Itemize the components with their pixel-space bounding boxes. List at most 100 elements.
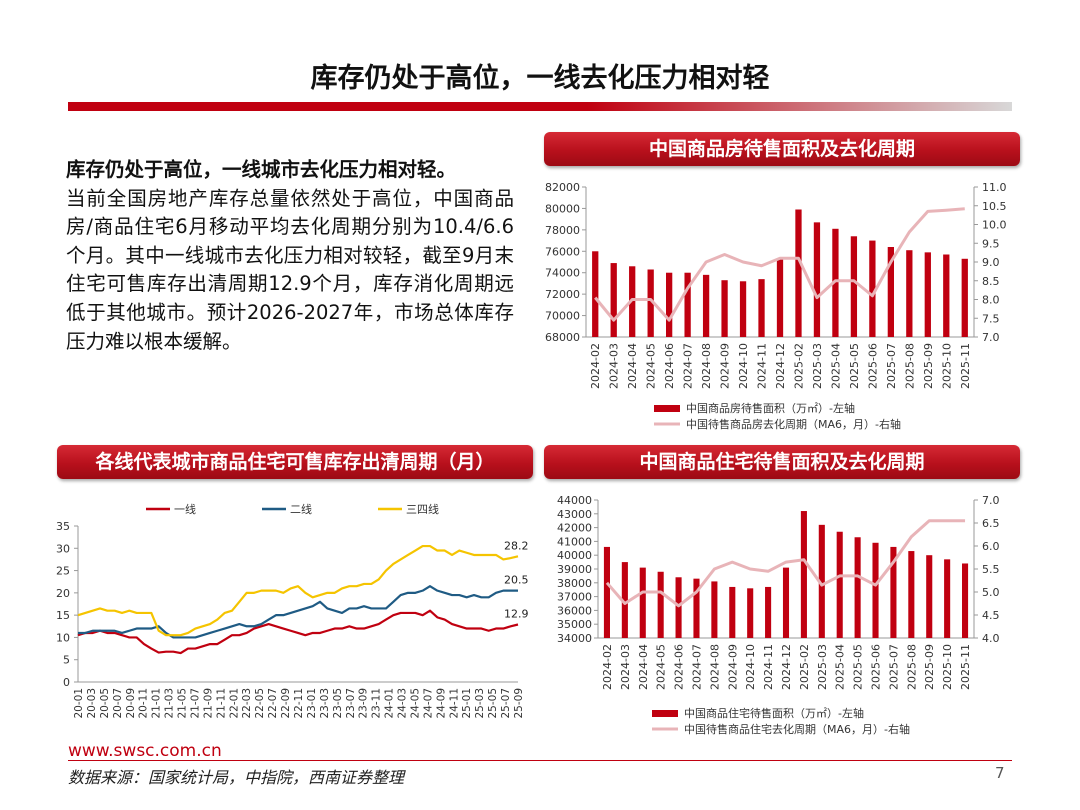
x-axis-tick-label: 20-07 [112,688,124,719]
left-axis-tick-label: 76000 [545,245,580,258]
x-axis-tick-label: 2025-04 [829,343,842,389]
series-line-1 [77,609,519,655]
chart-title-cities: 各线代表城市商品住宅可售库存出清周期（月） [57,445,533,479]
x-axis-tick-label: 2025-03 [811,343,824,389]
bar [639,567,646,638]
chart-title-commercial: 中国商品房待售面积及去化周期 [544,132,1020,166]
left-axis-tick-label: 80000 [545,202,580,215]
bar [592,251,599,337]
bar [657,571,664,638]
bar [610,263,617,337]
x-axis-tick-label: 2025-08 [905,644,918,690]
legend-label-bar: 中国商品房待售面积（万㎡）-左轴 [686,401,855,415]
right-axis-tick-label: 10.0 [982,219,1007,232]
x-axis-tick-label: 2025-11 [959,343,972,389]
x-axis-tick-label: 2024-05 [655,644,668,690]
x-axis-tick-label: 20-09 [125,688,137,719]
x-axis-tick-label: 22-09 [280,688,292,719]
x-axis-tick-label: 20-05 [99,688,111,719]
x-axis-tick-label: 2025-06 [870,644,883,690]
bar [711,581,718,638]
title-underline [68,102,1012,111]
right-axis-tick-label: 6.5 [982,517,1000,530]
x-axis-tick-label: 23-01 [306,688,318,719]
x-axis-tick-label: 25-05 [487,688,499,719]
x-axis-tick-label: 2024-05 [645,343,658,389]
x-axis-tick-label: 23-09 [358,688,370,719]
legend-label-line: 中国待售商品住宅去化周期（MA6，月）-右轴 [684,722,910,736]
bar [776,258,784,337]
bar [675,577,682,638]
series-line-3 [77,544,519,637]
footer-divider [68,760,1012,761]
x-axis-tick-label: 2024-03 [619,644,632,690]
y-axis-tick-label: 15 [56,609,70,622]
x-axis-tick-label: 2024-10 [744,644,757,690]
x-axis-tick-label: 2025-02 [798,644,811,690]
x-axis-tick-label: 25-03 [474,688,486,719]
x-axis-tick-label: 2024-12 [780,644,793,690]
bar [943,254,950,337]
left-axis-tick-label: 41000 [557,535,592,548]
bar [813,222,821,337]
x-axis-tick-label: 2024-09 [726,644,739,690]
legend-label-bar: 中国商品住宅待售面积（万㎡）-左轴 [684,706,864,720]
x-axis-tick-label: 2024-06 [663,343,676,389]
legend-swatch-bar [652,710,678,717]
x-axis-tick-label: 2025-09 [922,343,935,389]
y-axis-tick-label: 0 [63,676,70,689]
right-axis-tick-label: 10.5 [982,200,1007,213]
left-axis-tick-label: 42000 [557,522,592,535]
right-axis-tick-label: 7.5 [982,312,1000,325]
x-axis-tick-label: 2024-07 [682,343,695,389]
x-axis-tick-label: 2025-02 [792,343,805,389]
right-axis-tick-label: 4.5 [982,609,1000,622]
left-axis-tick-label: 43000 [557,508,592,521]
x-axis-tick-label: 2025-04 [834,644,847,690]
x-axis-tick-label: 2025-05 [848,343,861,389]
bar [758,279,765,337]
bar [621,562,628,638]
x-axis-tick-label: 25-09 [513,688,525,719]
x-axis-tick-label: 24-07 [422,688,434,719]
right-axis-tick-label: 4.0 [982,632,1000,645]
bar [887,247,894,337]
y-axis-tick-label: 35 [56,520,70,533]
bar [739,281,747,337]
x-axis-tick-label: 2025-10 [940,343,953,389]
x-axis-tick-label: 2025-08 [903,343,916,389]
page-title: 库存仍处于高位，一线去化压力相对轻 [310,63,770,94]
bar [747,588,754,638]
x-axis-tick-label: 21-03 [164,688,176,719]
data-source-note: 数据来源：国家统计局，中指院，西南证券整理 [68,768,405,787]
x-axis-tick-label: 21-05 [177,688,189,719]
x-axis-tick-label: 20-03 [86,688,98,719]
left-axis-tick-label: 68000 [545,331,580,344]
turnover-period-line [594,207,965,322]
right-axis-tick-label: 6.0 [982,540,1000,553]
left-axis-tick-label: 40000 [557,549,592,562]
body-text: 库存仍处于高位，一线城市去化压力相对轻。 当前全国房地产库存总量依然处于高位，中国… [66,156,514,356]
legend-label-line: 中国待售商品房去化周期（MA6，月）-右轴 [686,417,901,431]
x-axis-tick-label: 2024-09 [719,343,732,389]
bar [961,258,968,337]
x-axis-tick-label: 22-07 [267,688,279,719]
right-axis-tick-label: 8.0 [982,294,1000,307]
left-axis-tick-label: 74000 [545,267,580,280]
left-axis-tick-label: 38000 [557,577,592,590]
series-end-label: 12.9 [504,608,529,621]
left-axis-tick-label: 37000 [557,591,592,604]
right-axis-tick-label: 11.0 [982,181,1007,194]
bar [684,272,691,337]
legend-label: 三四线 [406,502,439,516]
x-axis-tick-label: 2024-11 [762,644,775,690]
body-paragraph: 当前全国房地产库存总量依然处于高位，中国商品房/商品住宅6月移动平均去化周期分别… [66,186,514,353]
x-axis-tick-label: 24-05 [409,688,421,719]
x-axis-tick-label: 2024-07 [690,644,703,690]
x-axis-tick-label: 24-01 [384,688,396,719]
x-axis-tick-label: 2025-07 [887,644,900,690]
bar [890,546,897,638]
x-axis-tick-label: 2025-10 [941,644,954,690]
x-axis-tick-label: 2024-10 [737,343,750,389]
y-axis-tick-label: 20 [56,587,70,600]
